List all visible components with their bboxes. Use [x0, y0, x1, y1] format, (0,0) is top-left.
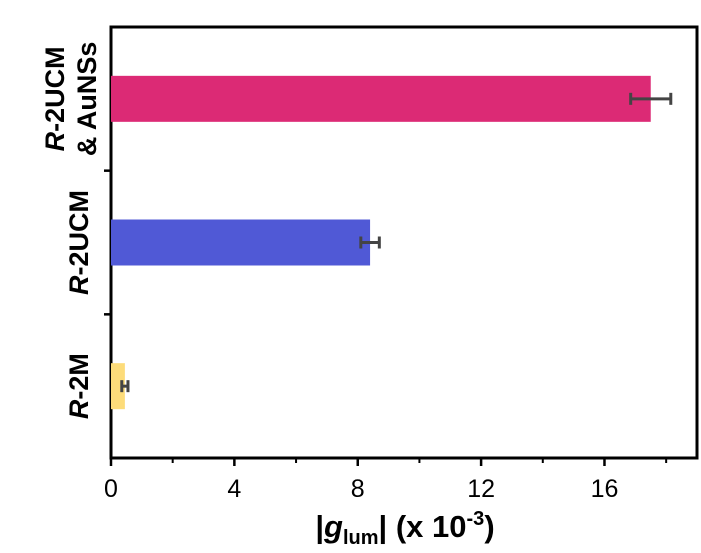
category-label-text: -2UCM [64, 190, 94, 276]
category-label-prefix: R [64, 399, 94, 419]
x-axis-title-pre: | [315, 509, 324, 544]
x-axis-title-unit: (x 10 [387, 509, 466, 544]
category-label-text: -2UCM [40, 46, 70, 132]
bar [111, 219, 371, 266]
x-tick-label: 8 [351, 475, 365, 503]
x-axis-title: |glum| (x 10-3) [315, 508, 494, 549]
category-label-line2: & AuNSs [72, 42, 102, 157]
x-tick-labels: 0 4 8 12 16 [104, 475, 618, 503]
y-ticks [104, 169, 111, 316]
category-label: R-2UCM [64, 190, 94, 295]
bars [111, 75, 651, 410]
x-axis-title-g: g [323, 509, 343, 544]
category-label-text: -2M [64, 353, 94, 400]
category-label-prefix: R [40, 131, 70, 151]
error-bars [120, 92, 673, 393]
bar [111, 363, 125, 410]
x-tick-label: 4 [227, 475, 241, 503]
category-label: R-2M [64, 353, 94, 419]
category-label: R-2UCM& AuNSs [40, 42, 102, 157]
x-axis-title-exp: -3 [467, 508, 485, 530]
x-axis-title-post: | [379, 509, 388, 544]
category-label-prefix: R [64, 275, 94, 295]
x-axis-title-close: ) [484, 509, 494, 544]
major-ticks [109, 458, 606, 466]
minor-ticks [171, 458, 668, 463]
x-tick-label: 12 [467, 475, 495, 503]
x-axis-title-sub: lum [343, 527, 379, 549]
bar [111, 75, 651, 122]
x-tick-label: 0 [104, 475, 118, 503]
x-tick-label: 16 [591, 475, 619, 503]
category-label-line1: R-2UCM [40, 46, 70, 151]
